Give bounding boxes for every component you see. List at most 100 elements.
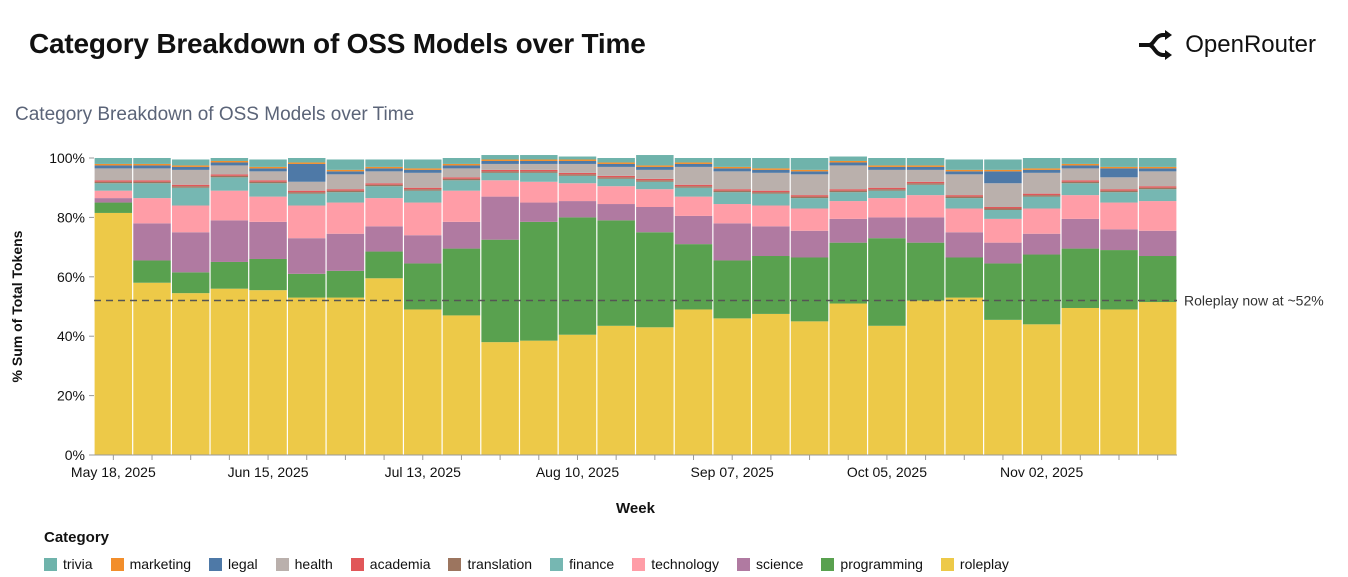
- bar-segment-academia: [713, 189, 751, 191]
- bar-segment-translation: [790, 196, 829, 199]
- legend-item-translation[interactable]: translation: [448, 556, 532, 572]
- bar-segment-marketing: [210, 160, 249, 163]
- bar-segment-roleplay: [945, 297, 984, 455]
- bar-segment-legal: [636, 166, 674, 170]
- brand-name: OpenRouter: [1185, 31, 1316, 58]
- legend-item-technology[interactable]: technology: [632, 556, 719, 572]
- bar-segment-health: [984, 183, 1022, 208]
- bar-stack: [597, 158, 635, 455]
- bar-segment-health: [210, 165, 249, 175]
- legend-swatch: [110, 557, 124, 571]
- bar-segment-roleplay: [597, 325, 635, 455]
- bar-segment-legal: [868, 166, 906, 170]
- bar-segment-marketing: [906, 165, 945, 167]
- bar-segment-programming: [674, 244, 713, 310]
- x-tick-label: Nov 02, 2025: [1000, 464, 1083, 480]
- bar-segment-trivia: [1100, 158, 1138, 167]
- bar-segment-science: [1100, 229, 1138, 251]
- bar-segment-marketing: [249, 166, 287, 169]
- bar-segment-trivia: [365, 159, 403, 167]
- bar-segment-roleplay: [404, 309, 442, 455]
- bar-stack: [94, 158, 133, 455]
- bar-segment-legal: [558, 160, 597, 164]
- bar-stack: [1061, 158, 1100, 455]
- bar-segment-translation: [287, 192, 326, 194]
- bar-segment-trivia: [906, 158, 945, 166]
- bar-segment-finance: [636, 181, 674, 190]
- bar-segment-programming: [210, 261, 249, 289]
- legend-item-finance[interactable]: finance: [550, 556, 614, 572]
- bar-segment-finance: [249, 183, 287, 197]
- legend-item-health[interactable]: health: [275, 556, 333, 572]
- bar-segment-marketing: [171, 165, 210, 167]
- bar-segment-translation: [868, 189, 906, 191]
- bar-segment-science: [868, 217, 906, 239]
- bar-stack: [249, 159, 287, 455]
- bar-stack: [171, 159, 210, 455]
- bar-segment-marketing: [326, 169, 365, 172]
- bar-segment-programming: [906, 242, 945, 301]
- bar-segment-programming: [868, 238, 906, 326]
- brand[interactable]: OpenRouter: [1137, 30, 1316, 60]
- bar-segment-health: [133, 168, 171, 181]
- bar-segment-finance: [404, 190, 442, 203]
- openrouter-logo-icon: [1139, 30, 1173, 60]
- bar-segment-marketing: [790, 169, 829, 172]
- reference-line-label: Roleplay now at ~52%: [1184, 293, 1324, 309]
- bar-segment-science: [790, 230, 829, 258]
- y-axis-title: % Sum of Total Tokens: [9, 230, 25, 382]
- bar-segment-academia: [171, 184, 210, 187]
- bar-segment-academia: [133, 180, 171, 182]
- bar-segment-technology: [945, 208, 984, 233]
- legend-item-programming[interactable]: programming: [821, 556, 923, 572]
- legend-label: legal: [228, 556, 258, 572]
- legend-label: academia: [369, 556, 431, 572]
- bar-segment-technology: [868, 198, 906, 218]
- legend-item-legal[interactable]: legal: [209, 556, 258, 572]
- bar-segment-academia: [326, 189, 365, 191]
- bar-segment-translation: [674, 186, 713, 188]
- bar-segment-translation: [520, 171, 558, 173]
- bar-stack: [442, 158, 481, 455]
- bar-segment-health: [326, 174, 365, 190]
- bar-segment-roleplay: [171, 293, 210, 455]
- bar-segment-translation: [133, 181, 171, 184]
- bar-segment-legal: [790, 171, 829, 175]
- bar-segment-roleplay: [558, 334, 597, 455]
- bar-segment-science: [906, 217, 945, 243]
- bar-segment-roleplay: [1138, 302, 1177, 455]
- legend-item-science[interactable]: science: [736, 556, 803, 572]
- bar-segment-science: [287, 238, 326, 274]
- bar-segment-finance: [984, 209, 1022, 219]
- bar-stack: [210, 158, 249, 455]
- bar-segment-legal: [1061, 165, 1100, 169]
- legend-item-academia[interactable]: academia: [350, 556, 431, 572]
- legend-label: technology: [651, 556, 719, 572]
- bar-segment-programming: [1022, 254, 1061, 325]
- bar-segment-academia: [287, 190, 326, 193]
- legend-item-trivia[interactable]: trivia: [44, 556, 93, 572]
- bar-segment-marketing: [442, 163, 481, 166]
- bar-segment-science: [1138, 230, 1177, 257]
- bar-segment-legal: [597, 163, 635, 167]
- legend-item-marketing[interactable]: marketing: [110, 556, 191, 572]
- bar-segment-programming: [713, 260, 751, 319]
- bar-segment-technology: [133, 198, 171, 224]
- bar-segment-programming: [829, 242, 867, 304]
- bar-segment-science: [365, 226, 403, 252]
- bar-stack: [481, 155, 519, 455]
- bar-segment-finance: [1022, 196, 1061, 209]
- bar-segment-roleplay: [1022, 324, 1061, 455]
- bar-segment-trivia: [94, 158, 133, 164]
- bar-segment-programming: [520, 221, 558, 341]
- legend-item-roleplay[interactable]: roleplay: [940, 556, 1009, 572]
- stacked-bar-chart: 0% 20% 40% 60% 80% 100% May 18, 2025 Jun 15, 20…: [9, 150, 1324, 517]
- bar-segment-health: [1100, 177, 1138, 190]
- bar-segment-health: [752, 172, 790, 191]
- bar-stack: [984, 159, 1022, 455]
- bar-segment-finance: [829, 192, 867, 202]
- bar-segment-roleplay: [674, 309, 713, 455]
- bar-segment-health: [713, 171, 751, 190]
- legend-swatch: [632, 557, 646, 571]
- bar-segment-technology: [984, 218, 1022, 243]
